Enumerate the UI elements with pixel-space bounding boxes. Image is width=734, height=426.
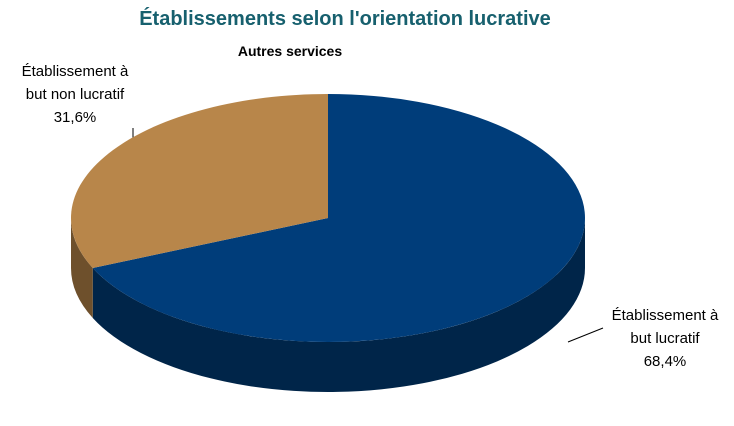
slice-side [92, 218, 585, 393]
slice-side [71, 218, 93, 318]
slice-category: Établissement à but non lucratif [21, 63, 129, 103]
slice-value: 31,6% [53, 109, 97, 126]
leader-line [567, 327, 604, 343]
slice-label: Établissement à but non lucratif 31,6% [10, 60, 140, 129]
chart-subtitle: Autres services [237, 43, 343, 59]
slice-value: 68,4% [643, 353, 687, 370]
slice-label: Établissement à but lucratif 68,4% [600, 304, 730, 373]
slice [70, 94, 328, 268]
slice [92, 94, 585, 342]
chart-title: Établissements selon l'orientation lucra… [139, 8, 551, 30]
slice-category: Établissement à but lucratif [611, 307, 719, 347]
